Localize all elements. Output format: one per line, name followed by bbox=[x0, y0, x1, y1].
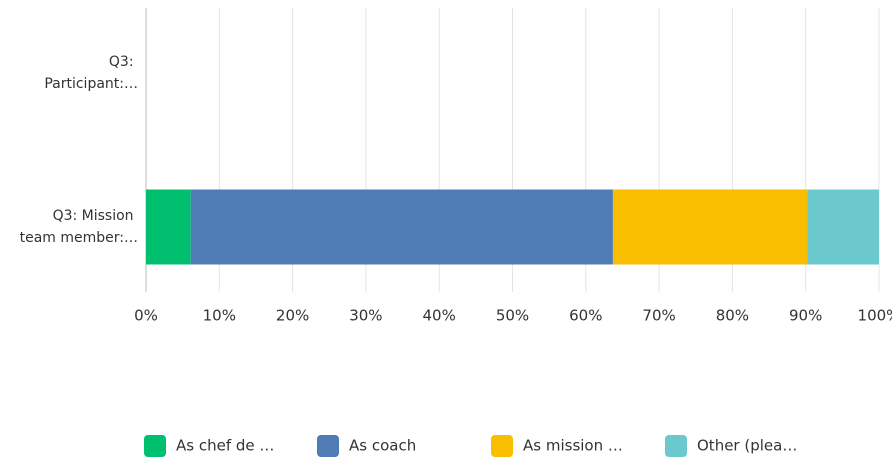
x-tick-label: 70% bbox=[642, 307, 675, 325]
legend-swatch bbox=[317, 435, 339, 457]
x-tick-label: 20% bbox=[276, 307, 309, 325]
y-tick-label: Q3: Mission team member:… bbox=[20, 208, 138, 246]
legend-swatch bbox=[665, 435, 687, 457]
x-tick-label: 60% bbox=[569, 307, 602, 325]
bar-segment bbox=[612, 189, 808, 265]
legend-label: As coach bbox=[349, 437, 416, 455]
legend-label: As chef de … bbox=[176, 437, 274, 455]
legend-swatch bbox=[491, 435, 513, 457]
x-tick-label: 0% bbox=[134, 307, 158, 325]
legend-label: As mission … bbox=[523, 437, 623, 455]
legend-label: Other (plea… bbox=[697, 437, 797, 455]
x-tick-label: 30% bbox=[349, 307, 382, 325]
x-tick-label: 50% bbox=[496, 307, 529, 325]
bar-segment bbox=[146, 189, 191, 265]
legend-swatch bbox=[144, 435, 166, 457]
x-tick-label: 80% bbox=[716, 307, 749, 325]
x-tick-label: 100% bbox=[858, 307, 892, 325]
bar-segment bbox=[190, 189, 613, 265]
y-tick-label: Q3: Participant:… bbox=[44, 54, 138, 92]
x-tick-label: 10% bbox=[203, 307, 236, 325]
x-tick-label: 90% bbox=[789, 307, 822, 325]
bar-segment bbox=[807, 189, 879, 265]
x-tick-label: 40% bbox=[423, 307, 456, 325]
